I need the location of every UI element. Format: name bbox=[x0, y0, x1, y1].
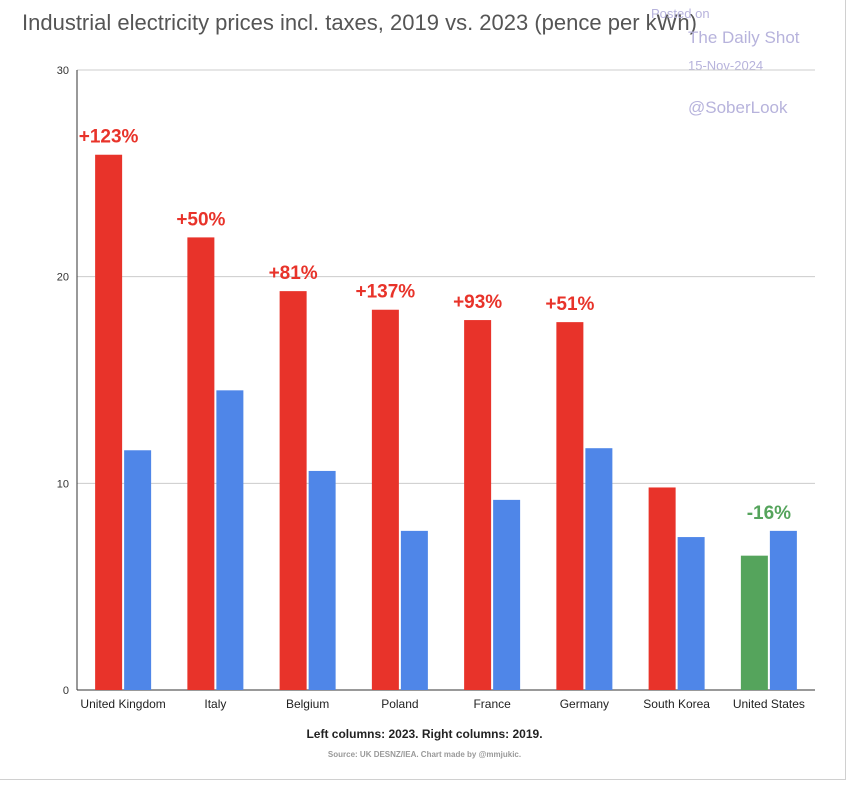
x-tick-label: United States bbox=[733, 697, 805, 711]
y-tick-label: 30 bbox=[57, 65, 69, 77]
chart-source: Source: UK DESNZ/IEA. Chart made by @mmj… bbox=[327, 750, 522, 759]
bar-2019 bbox=[216, 390, 244, 690]
bar-2023 bbox=[371, 309, 399, 690]
bar-2019 bbox=[585, 448, 613, 690]
x-tick-label: Italy bbox=[204, 697, 226, 711]
bar-2019 bbox=[769, 530, 797, 690]
data-annotation: +51% bbox=[545, 294, 594, 315]
bar-2019 bbox=[308, 470, 336, 690]
y-tick-label: 10 bbox=[57, 478, 69, 490]
x-tick-label: France bbox=[473, 697, 511, 711]
data-annotation: +81% bbox=[269, 263, 318, 284]
bar-2023 bbox=[95, 154, 123, 690]
x-tick-label: Belgium bbox=[286, 697, 329, 711]
data-annotation: +137% bbox=[356, 282, 416, 303]
data-annotation: +50% bbox=[176, 209, 225, 230]
chart-title: Industrial electricity prices incl. taxe… bbox=[22, 10, 697, 35]
bar-2023 bbox=[464, 320, 492, 690]
chart-caption: Left columns: 2023. Right columns: 2019. bbox=[306, 727, 543, 741]
x-tick-label: Poland bbox=[381, 697, 418, 711]
watermark-date: 15-Nov-2024 bbox=[688, 58, 764, 73]
data-annotation: +93% bbox=[453, 292, 502, 313]
data-annotation: +123% bbox=[79, 127, 139, 148]
y-tick-label: 20 bbox=[57, 272, 69, 284]
bar-2023 bbox=[279, 291, 307, 690]
y-tick-label: 0 bbox=[63, 685, 69, 697]
bar-2023 bbox=[556, 322, 584, 690]
bar-2023 bbox=[187, 237, 215, 690]
watermark-posted: Posted on bbox=[651, 6, 710, 21]
bar-chart: 0 10 20 30 United Kingdom +123% Italy +50% Belgi… bbox=[57, 65, 815, 711]
data-annotation: -16% bbox=[747, 503, 791, 524]
bar-2019 bbox=[124, 450, 152, 690]
x-tick-label: Germany bbox=[560, 697, 609, 711]
bar-2019 bbox=[677, 537, 705, 690]
watermark-name: The Daily Shot bbox=[688, 28, 800, 47]
bar-2023 bbox=[740, 555, 768, 690]
bar-2019 bbox=[400, 530, 428, 690]
watermark-handle: @SoberLook bbox=[688, 98, 788, 117]
bar-2023 bbox=[648, 487, 676, 690]
bar-2019 bbox=[493, 499, 521, 690]
x-tick-label: South Korea bbox=[643, 697, 710, 711]
x-tick-label: United Kingdom bbox=[80, 697, 165, 711]
